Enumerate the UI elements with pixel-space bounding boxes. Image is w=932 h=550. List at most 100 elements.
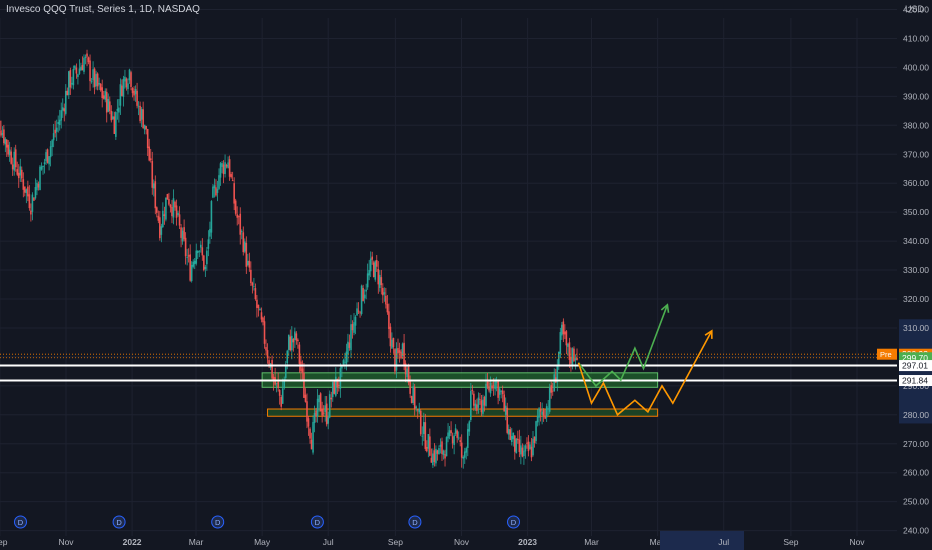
candle-body <box>559 332 562 354</box>
candle <box>192 259 195 269</box>
candle-body <box>102 95 105 99</box>
candle <box>275 382 278 393</box>
candle-body <box>14 149 17 168</box>
candle <box>51 139 53 157</box>
candle <box>225 163 228 169</box>
candle-body <box>362 287 364 301</box>
candle-body <box>527 441 530 452</box>
price-tag-value: 299.70 <box>902 353 928 363</box>
candle <box>380 269 383 295</box>
candle <box>221 161 223 174</box>
y-tick-label: 310.00 <box>903 323 929 333</box>
candle <box>33 197 35 201</box>
candle <box>562 318 565 343</box>
candle-body <box>454 428 457 434</box>
candle <box>306 393 308 429</box>
candle <box>4 137 7 153</box>
candle-body <box>415 406 418 408</box>
candle <box>8 141 11 162</box>
candle <box>162 202 164 228</box>
horizontal-lines <box>0 353 897 382</box>
candle-body <box>7 144 10 155</box>
candle <box>78 59 81 75</box>
candle-body <box>128 69 131 81</box>
candle-body <box>52 133 55 141</box>
candle-body <box>157 215 160 221</box>
candle <box>445 436 448 457</box>
candle-body <box>75 67 78 74</box>
candle <box>328 390 331 419</box>
candle <box>374 260 377 282</box>
candle <box>127 78 129 95</box>
candle-body <box>40 166 43 170</box>
candle-body <box>108 101 111 112</box>
candle-body <box>239 213 242 235</box>
candle-body <box>280 396 282 407</box>
dividend-marker: D <box>112 515 126 529</box>
candle-body <box>133 90 135 96</box>
candle-body <box>385 295 387 305</box>
candle-body <box>36 182 38 191</box>
candle-body <box>297 339 299 342</box>
candle <box>297 338 299 349</box>
candle <box>168 192 170 206</box>
candle <box>184 232 187 265</box>
candle-body <box>501 390 504 395</box>
candle <box>207 230 210 257</box>
candle <box>372 260 375 278</box>
candle <box>204 264 207 277</box>
candle <box>102 90 105 100</box>
candle-body <box>312 422 314 453</box>
candle-body <box>532 438 534 456</box>
candle-body <box>456 430 458 438</box>
candle <box>397 338 399 359</box>
candle <box>382 283 384 304</box>
candle-body <box>512 432 515 440</box>
candle-body <box>227 162 229 169</box>
time-axis[interactable]: Sep Nov 2022 Mar May Jul Sep Nov 2023 Mar May Jul Se… <box>0 531 865 550</box>
chart-title: Invesco QQQ Trust, Series 1, 1D, NASDAQ <box>6 4 200 15</box>
candle-body <box>348 342 351 348</box>
candle-body <box>388 311 390 329</box>
candle <box>435 445 437 467</box>
candle-body <box>175 205 178 218</box>
candle <box>146 128 149 157</box>
candle-body <box>125 78 128 88</box>
candle-body <box>30 210 32 215</box>
candle <box>559 327 562 359</box>
candle-body <box>351 324 354 331</box>
candle-body <box>383 292 386 295</box>
candle-body <box>372 262 375 277</box>
candle-body <box>359 312 361 314</box>
candle-body <box>78 68 81 74</box>
candle <box>476 398 478 415</box>
candle-body <box>222 164 225 175</box>
candle-body <box>448 430 451 437</box>
candle-body <box>347 341 349 355</box>
candle <box>34 178 37 200</box>
candle-body <box>1 132 4 136</box>
candle <box>409 375 411 398</box>
candle <box>201 238 204 261</box>
candle <box>539 401 542 422</box>
candle-body <box>331 382 334 398</box>
candle <box>453 432 455 455</box>
candle <box>473 390 475 412</box>
candle <box>272 373 275 391</box>
candle-body <box>545 406 548 418</box>
candle-body <box>66 90 69 96</box>
candle-body <box>230 174 232 178</box>
candle-body <box>265 347 267 351</box>
price-axis[interactable]: 240.00250.00260.00270.00280.00290.00300.… <box>899 5 932 536</box>
candle-body <box>225 164 228 167</box>
candle <box>63 103 66 122</box>
candle <box>497 379 499 405</box>
candle-body <box>105 91 108 113</box>
candle-body <box>561 324 563 336</box>
candle-body <box>284 366 287 378</box>
candle-body <box>309 428 311 439</box>
candle-body <box>433 450 436 462</box>
candle <box>1 126 4 139</box>
candle-body <box>180 227 182 238</box>
